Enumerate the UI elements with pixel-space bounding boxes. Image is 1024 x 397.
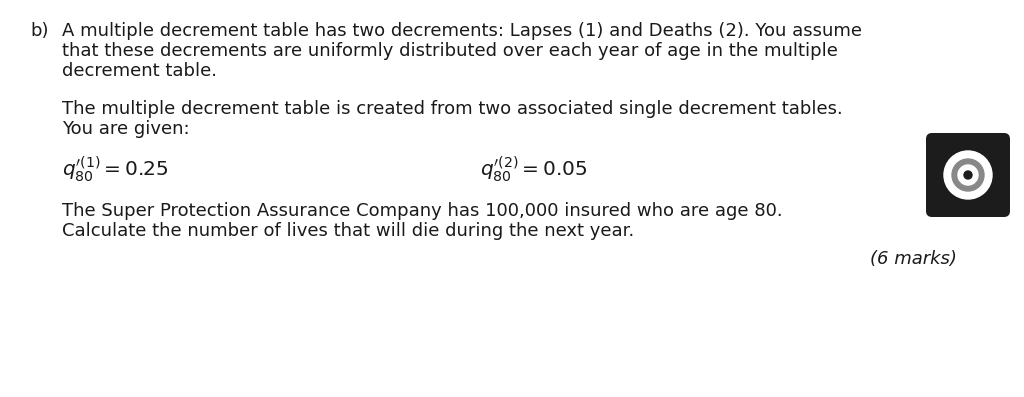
Text: that these decrements are uniformly distributed over each year of age in the mul: that these decrements are uniformly dist…: [62, 42, 838, 60]
Text: (6 marks): (6 marks): [870, 250, 956, 268]
Circle shape: [958, 165, 978, 185]
Circle shape: [964, 171, 972, 179]
Circle shape: [952, 159, 984, 191]
Text: The Super Protection Assurance Company has 100,000 insured who are age 80.: The Super Protection Assurance Company h…: [62, 202, 782, 220]
Text: b): b): [30, 22, 48, 40]
Circle shape: [944, 151, 992, 199]
Text: The multiple decrement table is created from two associated single decrement tab: The multiple decrement table is created …: [62, 100, 843, 118]
Text: You are given:: You are given:: [62, 120, 189, 138]
Text: $q_{80}^{\prime(1)} = 0.25$: $q_{80}^{\prime(1)} = 0.25$: [62, 154, 169, 184]
Text: Calculate the number of lives that will die during the next year.: Calculate the number of lives that will …: [62, 222, 634, 240]
Text: decrement table.: decrement table.: [62, 62, 217, 80]
FancyBboxPatch shape: [926, 133, 1010, 217]
Text: A multiple decrement table has two decrements: Lapses (1) and Deaths (2). You as: A multiple decrement table has two decre…: [62, 22, 862, 40]
Text: $q_{80}^{\prime(2)} = 0.05$: $q_{80}^{\prime(2)} = 0.05$: [480, 154, 588, 184]
